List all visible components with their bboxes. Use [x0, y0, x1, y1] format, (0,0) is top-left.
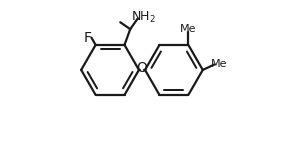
Text: Me: Me [180, 24, 197, 34]
Text: F: F [83, 31, 91, 45]
Text: O: O [137, 61, 148, 75]
Text: Me: Me [211, 59, 228, 69]
Text: NH$_2$: NH$_2$ [131, 10, 156, 25]
